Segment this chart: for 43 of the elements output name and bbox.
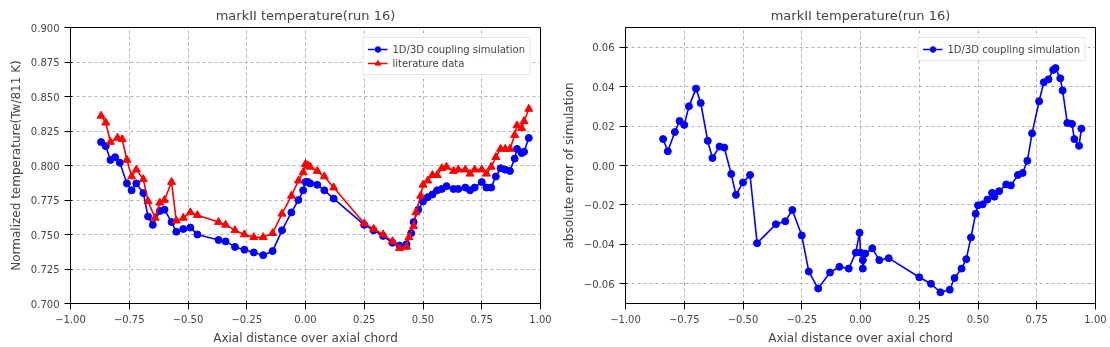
legend-label: 1D/3D coupling simulation — [947, 42, 1080, 56]
x-tick-label: 0.25 — [353, 313, 376, 325]
x-tick-label: −0.75 — [668, 313, 700, 325]
x-tick-label: 0.75 — [1025, 313, 1048, 325]
y-tick-label: 0.825 — [30, 126, 60, 137]
x-tick-label: 0.50 — [411, 313, 435, 325]
x-axis-title: Axial distance over axial chord — [768, 330, 953, 345]
x-tick-label: 0.00 — [849, 313, 872, 325]
y-tick-label: 0.775 — [30, 195, 60, 206]
x-tick-label: 0.00 — [294, 313, 317, 325]
y-tick-label: 0.850 — [30, 91, 60, 103]
chart-title: markII temperature(run 16) — [215, 7, 396, 23]
x-tick-label: 0.25 — [908, 313, 931, 325]
y-tick-label: 0.725 — [30, 264, 60, 275]
x-tick-label: 0.75 — [470, 313, 493, 325]
x-tick-label: −1.00 — [55, 313, 86, 325]
x-tick-label: −0.75 — [113, 313, 145, 325]
x-tick-label: 1.00 — [529, 313, 552, 325]
y-tick-label: 0.700 — [30, 298, 60, 310]
y-tick-label: 0.800 — [30, 160, 60, 172]
y-tick-label: 0.06 — [592, 42, 615, 54]
x-tick-label: −0.25 — [786, 313, 818, 325]
y-tick-label: −0.04 — [583, 239, 615, 251]
legend-label: 1D/3D coupling simulation — [392, 42, 525, 56]
x-tick-label: −0.50 — [727, 313, 759, 325]
chart-title: markII temperature(run 16) — [770, 7, 951, 23]
x-tick-label: 1.00 — [1084, 313, 1107, 325]
y-tick-label: 0.900 — [30, 22, 60, 34]
x-axis-title: Axial distance over axial chord — [213, 330, 398, 345]
y-tick-label: 0.875 — [30, 57, 60, 68]
y-tick-label: 0.04 — [592, 81, 615, 93]
y-tick-label: 0.750 — [30, 229, 60, 241]
y-tick-label: 0.00 — [592, 160, 615, 172]
x-tick-label: −1.00 — [610, 313, 641, 325]
y-axis-title: Normalized temperature(Tw/811 K) — [8, 60, 23, 271]
x-tick-label: −0.25 — [231, 313, 263, 325]
x-tick-label: 0.50 — [966, 313, 990, 325]
legend-label: literature data — [392, 56, 465, 70]
y-tick-label: 0.02 — [592, 121, 615, 133]
y-tick-label: −0.02 — [583, 199, 615, 211]
y-tick-label: −0.06 — [583, 278, 615, 290]
y-axis-title: absolute error of simulation — [561, 82, 576, 249]
x-tick-label: −0.50 — [172, 313, 204, 325]
